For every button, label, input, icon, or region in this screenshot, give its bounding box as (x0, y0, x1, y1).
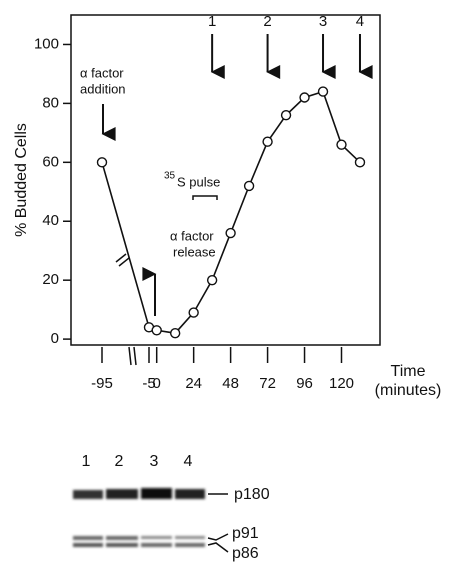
data-point (262, 136, 273, 147)
annotation: α factor (170, 228, 214, 243)
bands (73, 488, 205, 547)
line-break (115, 253, 130, 267)
y-tick-label: 60 (42, 153, 59, 170)
sample-label: 3 (319, 13, 327, 30)
annotation-sup: 35 (164, 171, 176, 182)
data-point (354, 157, 366, 168)
annotation: addition (80, 81, 126, 96)
y-tick-label: 100 (34, 35, 59, 52)
x-axis-label: Time (391, 363, 426, 380)
data-point (317, 86, 329, 97)
data-point (96, 157, 108, 168)
sample-label: 4 (356, 13, 364, 30)
data-line (101, 90, 361, 335)
lane-label: 4 (184, 453, 193, 470)
annotation: S pulse (177, 174, 220, 189)
data-point (243, 180, 255, 192)
axis-break (128, 346, 137, 366)
band-label: p86 (232, 545, 259, 562)
band-pointer (207, 533, 229, 553)
lane-label: 2 (115, 453, 124, 470)
data-point (280, 109, 292, 121)
lane-label: 3 (150, 453, 159, 470)
sample-label: 1 (208, 13, 216, 30)
y-axis-label: % Budded Cells (13, 123, 30, 237)
y-tick-label: 20 (42, 271, 59, 288)
x-tick-label: 72 (259, 375, 276, 392)
x-tick-label: 24 (185, 375, 202, 392)
x-axis-unit: (minutes) (375, 382, 442, 399)
data-point (336, 139, 347, 150)
band-label: p180 (234, 486, 270, 503)
x-tick-label: 0 (153, 375, 161, 392)
blot: p180 p91 p86 (73, 486, 270, 562)
y-tick-label: 40 (42, 212, 59, 229)
pulse-bracket (192, 195, 218, 200)
x-tick-label: -5 (142, 375, 155, 392)
data-point (188, 307, 199, 318)
x-tick-label: -95 (91, 375, 113, 392)
annotation: α factor (80, 65, 124, 80)
x-tick-label: 96 (296, 375, 313, 392)
data-point (206, 274, 218, 286)
plot-frame (70, 14, 381, 346)
y-tick-label: 0 (51, 330, 59, 347)
sample-label: 2 (263, 13, 271, 30)
x-tick-label: 120 (329, 375, 354, 392)
x-tick-label: 48 (222, 375, 239, 392)
data-point (169, 328, 181, 339)
lane-label: 1 (82, 453, 91, 470)
data-point (225, 227, 236, 239)
y-tick-label: 80 (42, 94, 59, 111)
data-point (299, 92, 310, 103)
data-point (151, 325, 162, 336)
band-label: p91 (232, 525, 259, 542)
annotation: release (173, 244, 216, 259)
